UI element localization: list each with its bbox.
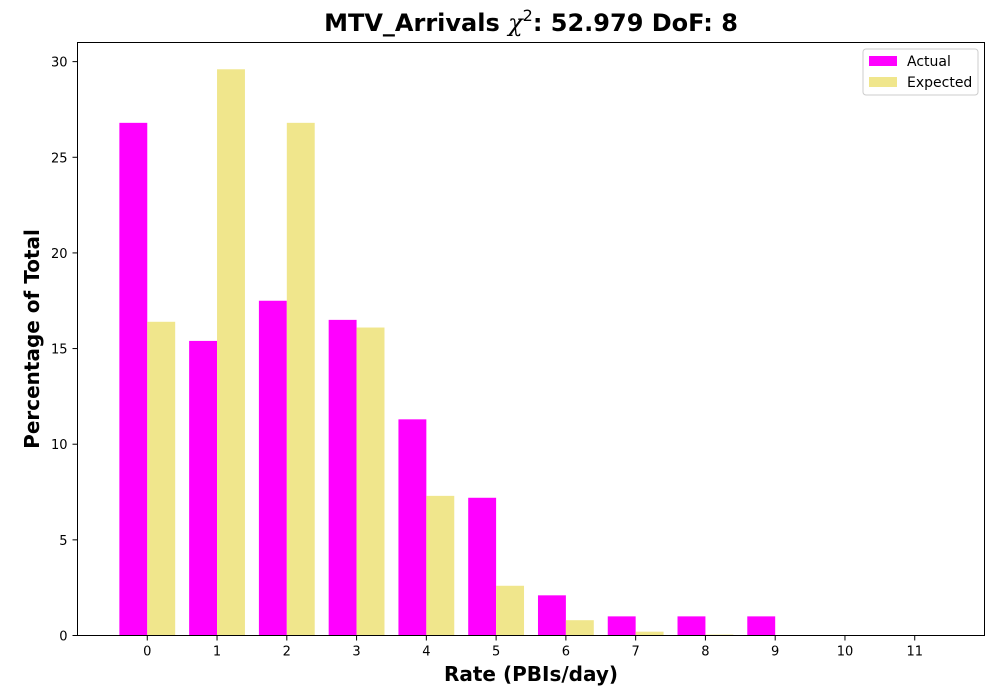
- y-tick-label: 25: [51, 151, 68, 166]
- plot-frame: [77, 42, 985, 636]
- x-tick-label: 4: [422, 645, 430, 660]
- chart-title: MTV_Arrivals χ2: 52.979 DoF: 8: [324, 6, 738, 37]
- legend: Actual Expected: [862, 48, 979, 96]
- title-chi-symbol: χ: [506, 9, 524, 37]
- bar-actual-7: [607, 616, 636, 636]
- title-suffix: : 52.979 DoF: 8: [533, 9, 738, 37]
- y-tick-label: 5: [59, 534, 67, 549]
- y-axis-ticks: 0 5 10 15 20 25 30: [51, 56, 78, 645]
- bar-expected-3: [356, 327, 385, 636]
- x-tick-label: 1: [213, 645, 221, 660]
- bar-actual-0: [119, 122, 148, 636]
- x-tick-label: 7: [632, 645, 640, 660]
- bar-expected-7: [635, 631, 664, 636]
- title-prefix: MTV_Arrivals: [324, 9, 508, 37]
- bar-actual-4: [398, 419, 427, 636]
- bar-actual-2: [258, 300, 287, 636]
- bar-expected-4: [426, 495, 455, 636]
- bar-expected-2: [286, 122, 315, 636]
- x-tick-label: 0: [143, 645, 151, 660]
- x-tick-label: 2: [283, 645, 291, 660]
- bar-actual-5: [468, 497, 497, 636]
- x-tick-label: 11: [906, 645, 923, 660]
- bars-group: [119, 69, 776, 636]
- x-tick-label: 6: [562, 645, 570, 660]
- y-tick-label: 10: [51, 438, 68, 453]
- bar-expected-6: [565, 620, 594, 636]
- bar-actual-9: [747, 616, 776, 636]
- y-axis-label: Percentage of Total: [20, 229, 44, 449]
- bar-actual-8: [677, 616, 706, 636]
- legend-swatch-expected: [869, 77, 897, 87]
- x-tick-label: 3: [352, 645, 360, 660]
- bar-actual-1: [189, 340, 218, 636]
- title-superscript: 2: [523, 6, 533, 25]
- y-tick-label: 20: [51, 247, 68, 262]
- bar-expected-1: [217, 69, 245, 636]
- legend-swatch-actual: [869, 56, 897, 66]
- y-tick-label: 0: [59, 630, 67, 645]
- x-axis-ticks: 0 1 2 3 4 5 6 7 8 9 10 11: [143, 635, 923, 660]
- bar-expected-0: [147, 321, 176, 636]
- legend-label-actual: Actual: [907, 54, 951, 70]
- x-tick-label: 10: [837, 645, 854, 660]
- x-axis-label: Rate (PBIs/day): [444, 662, 618, 686]
- y-tick-label: 15: [51, 343, 68, 358]
- x-tick-label: 8: [701, 645, 709, 660]
- bar-expected-5: [496, 585, 525, 636]
- x-tick-label: 5: [492, 645, 500, 660]
- y-tick-label: 30: [51, 56, 68, 71]
- bar-actual-3: [328, 319, 357, 636]
- bar-actual-6: [537, 595, 566, 636]
- x-tick-label: 9: [771, 645, 779, 660]
- legend-label-expected: Expected: [907, 75, 972, 91]
